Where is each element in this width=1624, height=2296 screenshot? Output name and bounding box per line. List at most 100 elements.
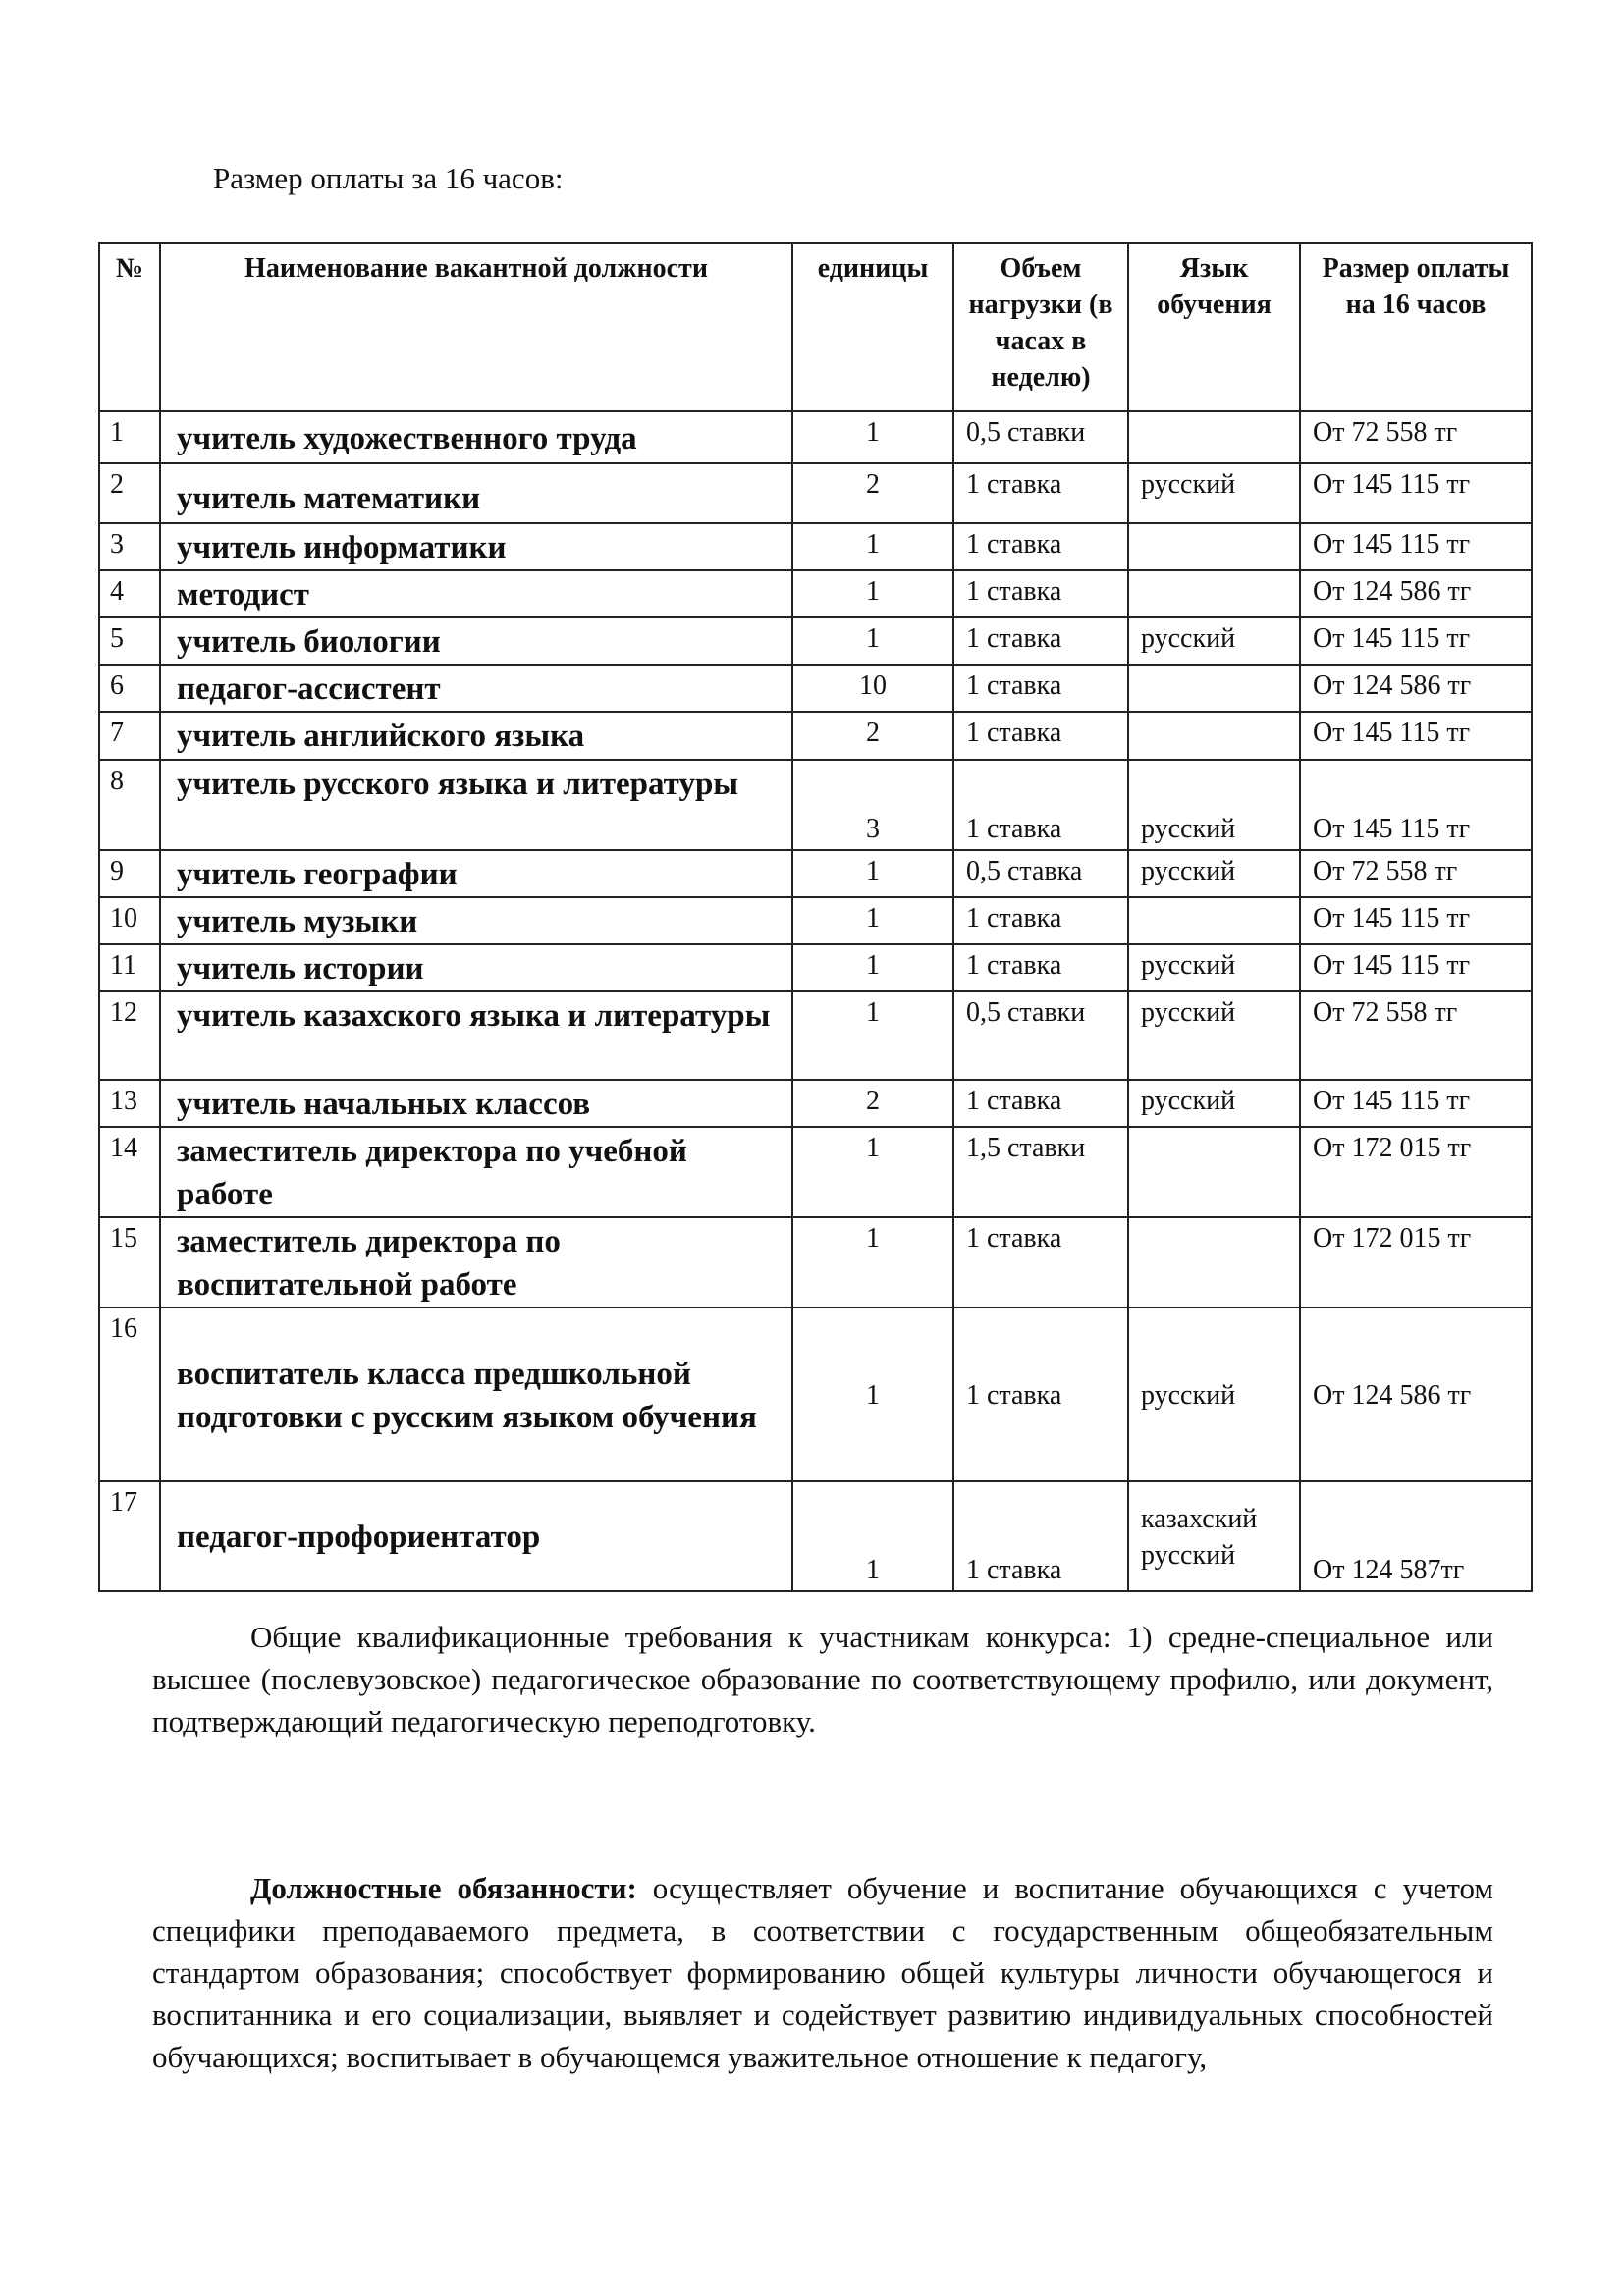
workload: 1 ставка: [952, 664, 1129, 713]
position-name: заместитель директора по воспитательной …: [159, 1216, 793, 1308]
pay-amount: От 145 115 тг: [1299, 522, 1533, 571]
row-number: 11: [98, 943, 161, 992]
table-row: 3 учитель информатики 1 1 ставка От 145 115 …: [98, 522, 1533, 571]
units-count: 10: [791, 664, 954, 713]
position-name: учитель начальных классов: [159, 1079, 793, 1128]
workload: 1 ставка: [952, 759, 1129, 851]
workload: 1 ставка: [952, 896, 1129, 945]
language: русский: [1127, 462, 1301, 524]
header-pay: Размер оплаты на 16 часов: [1299, 242, 1533, 412]
vacancies-table: № Наименование вакантной должности едини…: [98, 242, 1533, 1592]
table-row: 6 педагог-ассистент 10 1 ставка От 124 586 т…: [98, 664, 1533, 713]
row-number: 1: [98, 410, 161, 464]
units-count: 1: [791, 1480, 954, 1592]
units-count: 1: [791, 410, 954, 464]
table-row: 17 педагог-профориентатор 1 1 ставка казахск…: [98, 1480, 1533, 1592]
workload: 1 ставка: [952, 1480, 1129, 1592]
workload: 1 ставка: [952, 1307, 1129, 1482]
row-number: 8: [98, 759, 161, 851]
row-number: 2: [98, 462, 161, 524]
header-language: Язык обучения: [1127, 242, 1301, 412]
duties-label: Должностные обязанности:: [250, 1871, 637, 1905]
units-count: 1: [791, 943, 954, 992]
units-count: 2: [791, 462, 954, 524]
pay-amount: От 124 586 тг: [1299, 664, 1533, 713]
language: [1127, 569, 1301, 618]
table-row: 12 учитель казахского языка и литературы 1…: [98, 990, 1533, 1081]
units-count: 1: [791, 896, 954, 945]
row-number: 5: [98, 616, 161, 666]
row-number: 3: [98, 522, 161, 571]
row-number: 16: [98, 1307, 161, 1482]
language: казахский русский: [1127, 1480, 1301, 1592]
language: русский: [1127, 759, 1301, 851]
units-count: 1: [791, 990, 954, 1081]
units-count: 2: [791, 711, 954, 761]
position-name: учитель биологии: [159, 616, 793, 666]
language: русский: [1127, 616, 1301, 666]
position-name: учитель информатики: [159, 522, 793, 571]
language: [1127, 522, 1301, 571]
table-row: 7 учитель английского языка 2 1 ставка От 14…: [98, 711, 1533, 761]
row-number: 13: [98, 1079, 161, 1128]
intro-text: Размер оплаты за 16 часов:: [213, 161, 564, 195]
language: [1127, 1126, 1301, 1218]
language: [1127, 896, 1301, 945]
units-count: 1: [791, 522, 954, 571]
units-count: 2: [791, 1079, 954, 1128]
table-row: 5 учитель биологии 1 1 ставка русский От 145 …: [98, 616, 1533, 666]
pay-amount: От 124 586 тг: [1299, 1307, 1533, 1482]
position-name: учитель математики: [159, 462, 793, 524]
table-row: 4 методист 1 1 ставка От 124 586 тг: [98, 569, 1533, 618]
table-row: 11 учитель истории 1 1 ставка русский От 145 …: [98, 943, 1533, 992]
table-row: 14 заместитель директора по учебной работ…: [98, 1126, 1533, 1218]
workload: 1 ставка: [952, 616, 1129, 666]
table-row: 2 учитель математики 2 1 ставка русский От 14…: [98, 462, 1533, 524]
row-number: 7: [98, 711, 161, 761]
header-units: единицы: [791, 242, 954, 412]
table-row: 1 учитель художественного труда 1 0,5 ставк…: [98, 410, 1533, 464]
row-number: 6: [98, 664, 161, 713]
position-name: воспитатель класса предшкольной подготов…: [159, 1307, 793, 1482]
units-count: 1: [791, 569, 954, 618]
workload: 0,5 ставки: [952, 410, 1129, 464]
workload: 0,5 ставка: [952, 849, 1129, 898]
language: русский: [1127, 943, 1301, 992]
header-position: Наименование вакантной должности: [159, 242, 793, 412]
units-count: 1: [791, 849, 954, 898]
language: [1127, 1216, 1301, 1308]
position-name: учитель истории: [159, 943, 793, 992]
pay-amount: От 72 558 тг: [1299, 849, 1533, 898]
row-number: 10: [98, 896, 161, 945]
position-name: учитель английского языка: [159, 711, 793, 761]
pay-amount: От 145 115 тг: [1299, 943, 1533, 992]
position-name: педагог-ассистент: [159, 664, 793, 713]
row-number: 17: [98, 1480, 161, 1592]
pay-amount: От 72 558 тг: [1299, 410, 1533, 464]
position-name: учитель художественного труда: [159, 410, 793, 464]
table-row: 13 учитель начальных классов 2 1 ставка русс…: [98, 1079, 1533, 1128]
row-number: 12: [98, 990, 161, 1081]
pay-amount: От 124 586 тг: [1299, 569, 1533, 618]
units-count: 1: [791, 1216, 954, 1308]
pay-amount: От 72 558 тг: [1299, 990, 1533, 1081]
position-name: учитель казахского языка и литературы: [159, 990, 793, 1081]
workload: 1 ставка: [952, 1079, 1129, 1128]
language: [1127, 410, 1301, 464]
workload: 1 ставка: [952, 522, 1129, 571]
units-count: 1: [791, 616, 954, 666]
workload: 1,5 ставки: [952, 1126, 1129, 1218]
language: русский: [1127, 990, 1301, 1081]
table-row: 15 заместитель директора по воспитательно…: [98, 1216, 1533, 1308]
language: русский: [1127, 1307, 1301, 1482]
pay-amount: От 145 115 тг: [1299, 711, 1533, 761]
table-row: 10 учитель музыки 1 1 ставка От 145 115 тг: [98, 896, 1533, 945]
position-name: заместитель директора по учебной работе: [159, 1126, 793, 1218]
workload: 0,5 ставки: [952, 990, 1129, 1081]
language: русский: [1127, 1079, 1301, 1128]
pay-amount: От 145 115 тг: [1299, 616, 1533, 666]
units-count: 1: [791, 1307, 954, 1482]
pay-amount: От 145 115 тг: [1299, 896, 1533, 945]
workload: 1 ставка: [952, 462, 1129, 524]
